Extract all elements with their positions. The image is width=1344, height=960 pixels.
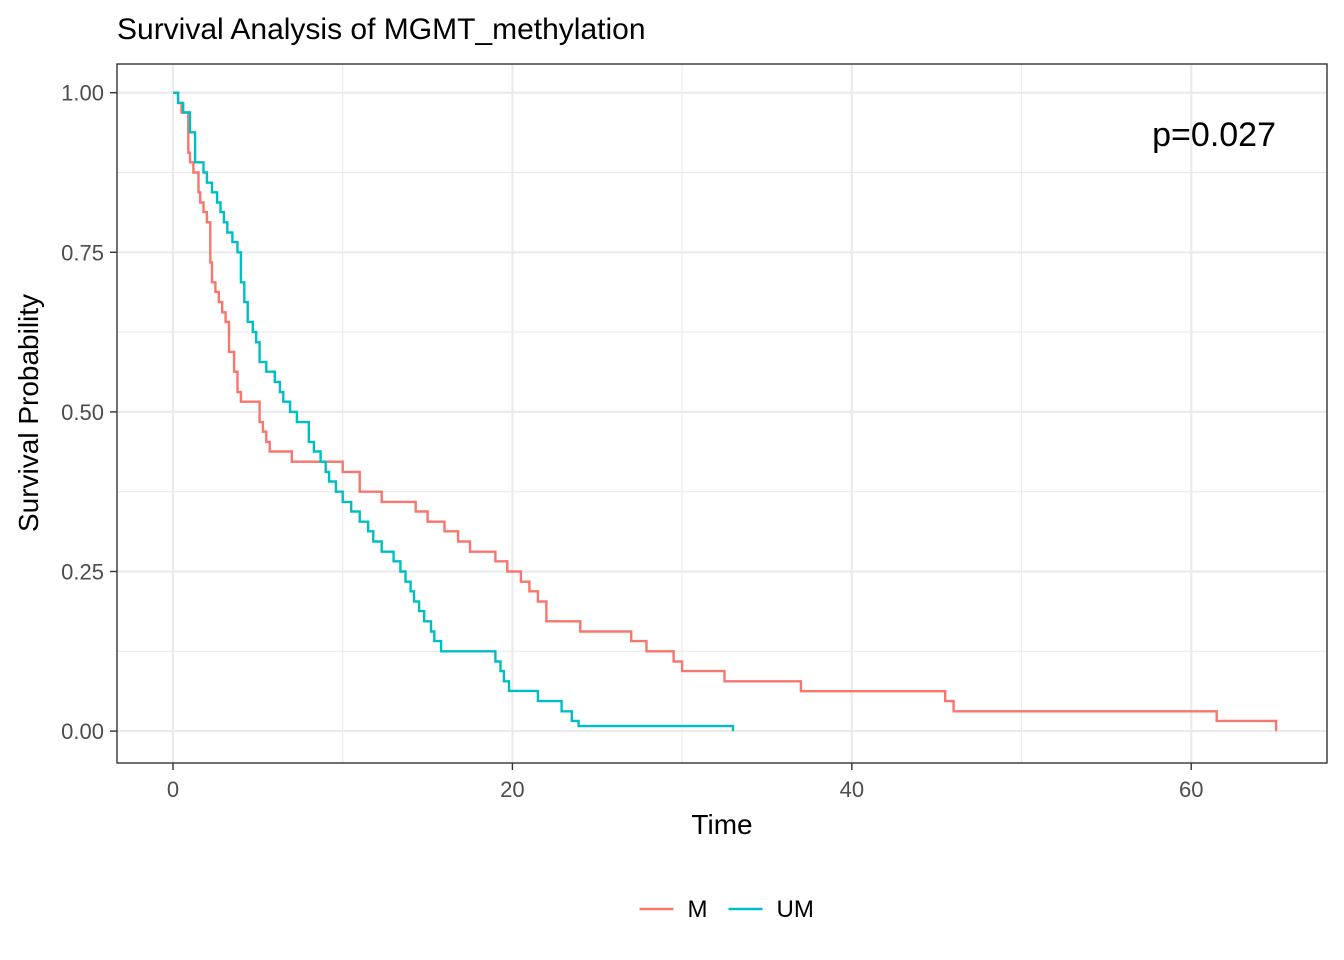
y-axis: 0.00 0.25 0.50 0.75 1.00 [61, 81, 117, 744]
x-tick-label: 40 [840, 777, 864, 802]
legend-label-um: UM [777, 896, 814, 923]
major-grid [117, 64, 1327, 763]
legend-label-m: M [688, 896, 708, 923]
y-axis-label: Survival Probability [13, 294, 44, 532]
y-tick-label: 0.00 [61, 719, 104, 744]
plot-background [117, 64, 1327, 763]
x-tick-label: 0 [167, 777, 179, 802]
chart-title: Survival Analysis of MGMT_methylation [117, 13, 646, 46]
x-axis-label: Time [691, 809, 752, 840]
y-tick-label: 0.25 [61, 559, 104, 584]
y-tick-label: 0.50 [61, 400, 104, 425]
y-tick-label: 0.75 [61, 240, 104, 265]
x-tick-label: 20 [500, 777, 524, 802]
y-tick-label: 1.00 [61, 81, 104, 106]
curve-um [173, 91, 735, 732]
curve-m [173, 91, 1278, 732]
plot-panel [116, 63, 1328, 764]
annotation-pvalue: p=0.027 [1152, 116, 1276, 154]
minor-grid [117, 64, 1327, 763]
x-axis: 0 20 40 60 [167, 763, 1203, 802]
plot-border [116, 63, 1328, 764]
survival-curves [173, 91, 1278, 732]
x-tick-label: 60 [1179, 777, 1203, 802]
legend: M UM [639, 896, 814, 923]
